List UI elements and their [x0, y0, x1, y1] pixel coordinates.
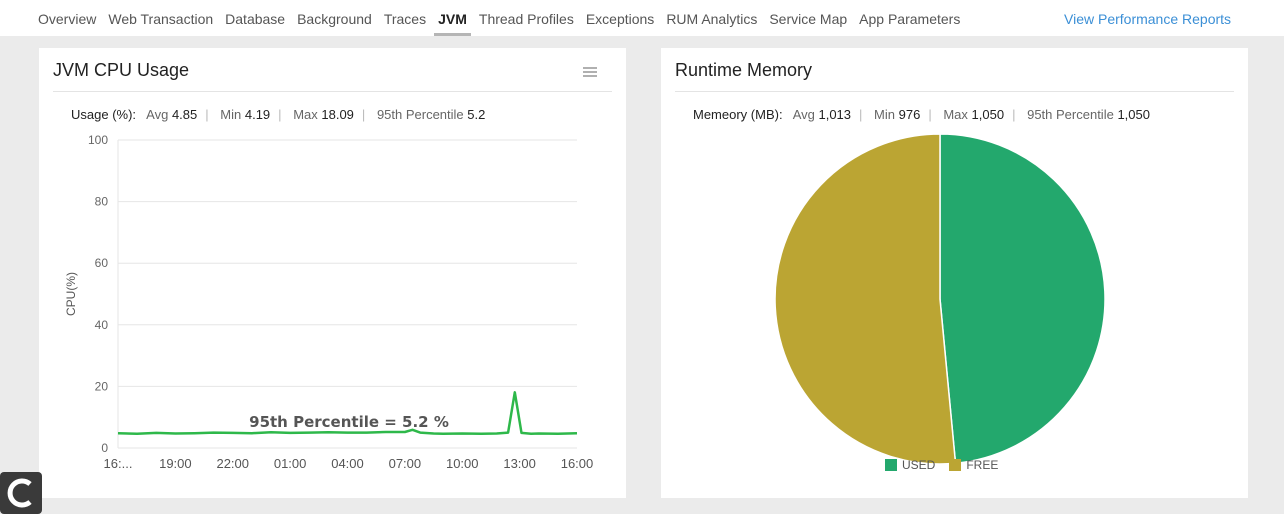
y-tick-label: 100 [88, 133, 108, 147]
x-tick-label: 01:00 [274, 456, 307, 471]
x-tick-label: 19:00 [159, 456, 192, 471]
min-value: 4.19 [244, 107, 271, 122]
legend-item-used[interactable]: USED [885, 458, 935, 472]
panel-title: JVM CPU Usage [53, 60, 190, 80]
x-tick-label: 13:00 [503, 456, 536, 471]
tab-overview[interactable]: Overview [38, 11, 97, 27]
tab-service-map[interactable]: Service Map [769, 11, 848, 27]
top-navigation: Overview Web Transaction Database Backgroun… [0, 0, 1284, 36]
legend-label: FREE [966, 458, 999, 472]
p95-value: 1,050 [1117, 107, 1150, 122]
max-label: Max [943, 107, 968, 122]
tab-jvm[interactable]: JVM [432, 0, 473, 36]
p95-label: 95th Percentile [376, 107, 464, 122]
view-performance-reports-link[interactable]: View Performance Reports [1064, 11, 1232, 27]
tab-exceptions[interactable]: Exceptions [585, 11, 655, 27]
hamburger-menu-icon[interactable] [583, 67, 597, 77]
app-logo [0, 472, 42, 514]
tab-traces[interactable]: Traces [383, 11, 427, 27]
max-label: Max [293, 107, 318, 122]
max-value: 18.09 [321, 107, 354, 122]
pie-slice-free[interactable] [774, 133, 957, 465]
tab-rum-analytics[interactable]: RUM Analytics [666, 11, 758, 27]
legend-item-free[interactable]: FREE [949, 458, 998, 472]
p95-value: 5.2 [467, 107, 486, 122]
avg-label: Avg [792, 107, 815, 122]
x-tick-label: 22:00 [216, 456, 249, 471]
tab-bar: Overview Web Transaction Database Backgroun… [32, 0, 966, 36]
runtime-memory-panel: Runtime Memory Memeory (MB): Avg 1,013 | … [661, 48, 1248, 498]
legend-label: USED [902, 458, 936, 472]
min-label: Min [874, 107, 895, 122]
p95-annotation: 95th Percentile = 5.2 % [249, 413, 449, 431]
y-axis-label: CPU(%) [64, 272, 78, 316]
cpu-usage-series-line [117, 391, 578, 436]
legend-swatch [885, 459, 897, 471]
panel-title: Runtime Memory [675, 60, 813, 80]
stats-label: Memeory (MB): [693, 107, 783, 122]
min-label: Min [220, 107, 242, 122]
min-value: 976 [898, 107, 921, 122]
x-tick-label: 16:... [104, 456, 133, 471]
legend-swatch [949, 459, 962, 471]
max-value: 1,050 [971, 107, 1005, 122]
c-logo-icon [7, 478, 32, 508]
pie-legend: USED FREE [885, 458, 998, 472]
y-tick-label: 40 [95, 318, 109, 332]
tab-web-transaction[interactable]: Web Transaction [108, 11, 214, 27]
stats-label: Usage (%): [71, 107, 137, 122]
runtime-memory-pie-chart [774, 133, 1106, 465]
cpu-usage-stats: Usage (%): Avg 4.85 | Min 4.19 | Max 18.09… [71, 107, 486, 122]
avg-value: 1,013 [818, 107, 852, 122]
memory-stats: Memeory (MB): Avg 1,013 | Min 976 | Max 1,… [693, 107, 1150, 122]
x-tick-label: 10:00 [446, 456, 479, 471]
tab-thread-profiles[interactable]: Thread Profiles [478, 11, 574, 27]
tab-background[interactable]: Background [297, 11, 372, 27]
tab-app-parameters[interactable]: App Parameters [859, 11, 961, 27]
cpu-usage-line-chart: 0 20 40 60 80 100 16:... 19:00 22:00 01:00 04:00 07… [64, 133, 594, 471]
avg-value: 4.85 [171, 107, 198, 122]
panel-divider [53, 91, 612, 92]
avg-label: Avg [146, 107, 169, 122]
x-tick-label: 16:00 [561, 456, 594, 471]
pie-slice-used[interactable] [939, 133, 1106, 465]
y-tick-label: 60 [95, 256, 109, 270]
tab-database[interactable]: Database [225, 11, 286, 27]
panel-divider [675, 91, 1234, 92]
p95-label: 95th Percentile [1027, 107, 1114, 122]
y-tick-label: 0 [101, 441, 108, 455]
y-tick-label: 20 [95, 379, 109, 393]
x-tick-label: 04:00 [331, 456, 364, 471]
y-tick-label: 80 [95, 195, 109, 209]
x-tick-label: 07:00 [389, 456, 422, 471]
jvm-cpu-usage-panel: JVM CPU Usage Usage (%): Avg 4.85 | Min 4… [39, 48, 626, 498]
